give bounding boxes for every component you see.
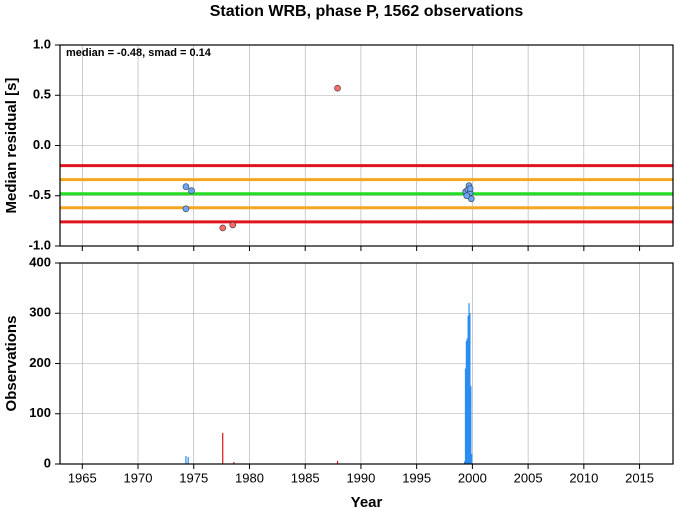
point (467, 195, 475, 203)
plot-frame (59, 262, 674, 465)
y-tick-label: 0.0 (33, 137, 51, 152)
point (219, 224, 227, 232)
bar (463, 461, 466, 464)
bar (464, 368, 467, 464)
x-tick-label: 1990 (346, 470, 375, 485)
x-axis-label: Year (351, 494, 383, 511)
bar (466, 338, 468, 464)
point (229, 221, 237, 229)
y-tick-label: 0 (44, 455, 51, 470)
point (463, 192, 471, 200)
point (182, 183, 190, 191)
x-tick-label: 2000 (458, 470, 487, 485)
point (182, 205, 190, 213)
bar (336, 460, 339, 464)
y-tick-label: 1.0 (33, 36, 51, 51)
bar (471, 453, 473, 464)
y-tick-label: 300 (29, 305, 51, 320)
y-tick-label: -1.0 (29, 237, 51, 252)
x-tick-label: 1985 (291, 470, 320, 485)
bar (469, 313, 471, 464)
bar (222, 432, 224, 464)
y-axis-label: Median residual [s] (3, 78, 20, 214)
bar (467, 315, 469, 464)
x-tick-label: 1980 (235, 470, 264, 485)
annotation: median = -0.48, smad = 0.14 (66, 47, 212, 59)
y-tick-label: 0.5 (33, 87, 51, 102)
x-tick-label: 1965 (68, 470, 97, 485)
x-tick-label: 1975 (179, 470, 208, 485)
bar (465, 340, 467, 464)
y-tick-label: 400 (29, 254, 51, 269)
x-tick-label: 1995 (402, 470, 431, 485)
point (188, 187, 195, 195)
x-tick-label: 2005 (514, 470, 543, 485)
y-tick-label: -0.5 (29, 187, 51, 202)
y-axis-label: Observations (3, 316, 20, 412)
y-tick-label: 200 (29, 355, 51, 370)
y-tick-label: 100 (29, 405, 51, 420)
bar (185, 455, 187, 464)
bar (468, 303, 470, 464)
bar (470, 386, 472, 464)
plot-frame (59, 44, 674, 247)
point (466, 185, 474, 193)
bar (233, 461, 235, 464)
point (334, 84, 341, 92)
x-tick-label: 2015 (625, 470, 654, 485)
x-tick-label: 1970 (124, 470, 153, 485)
chart-title: Station WRB, phase P, 1562 observations (210, 3, 524, 20)
bar (187, 456, 189, 464)
x-tick-label: 2010 (569, 470, 598, 485)
